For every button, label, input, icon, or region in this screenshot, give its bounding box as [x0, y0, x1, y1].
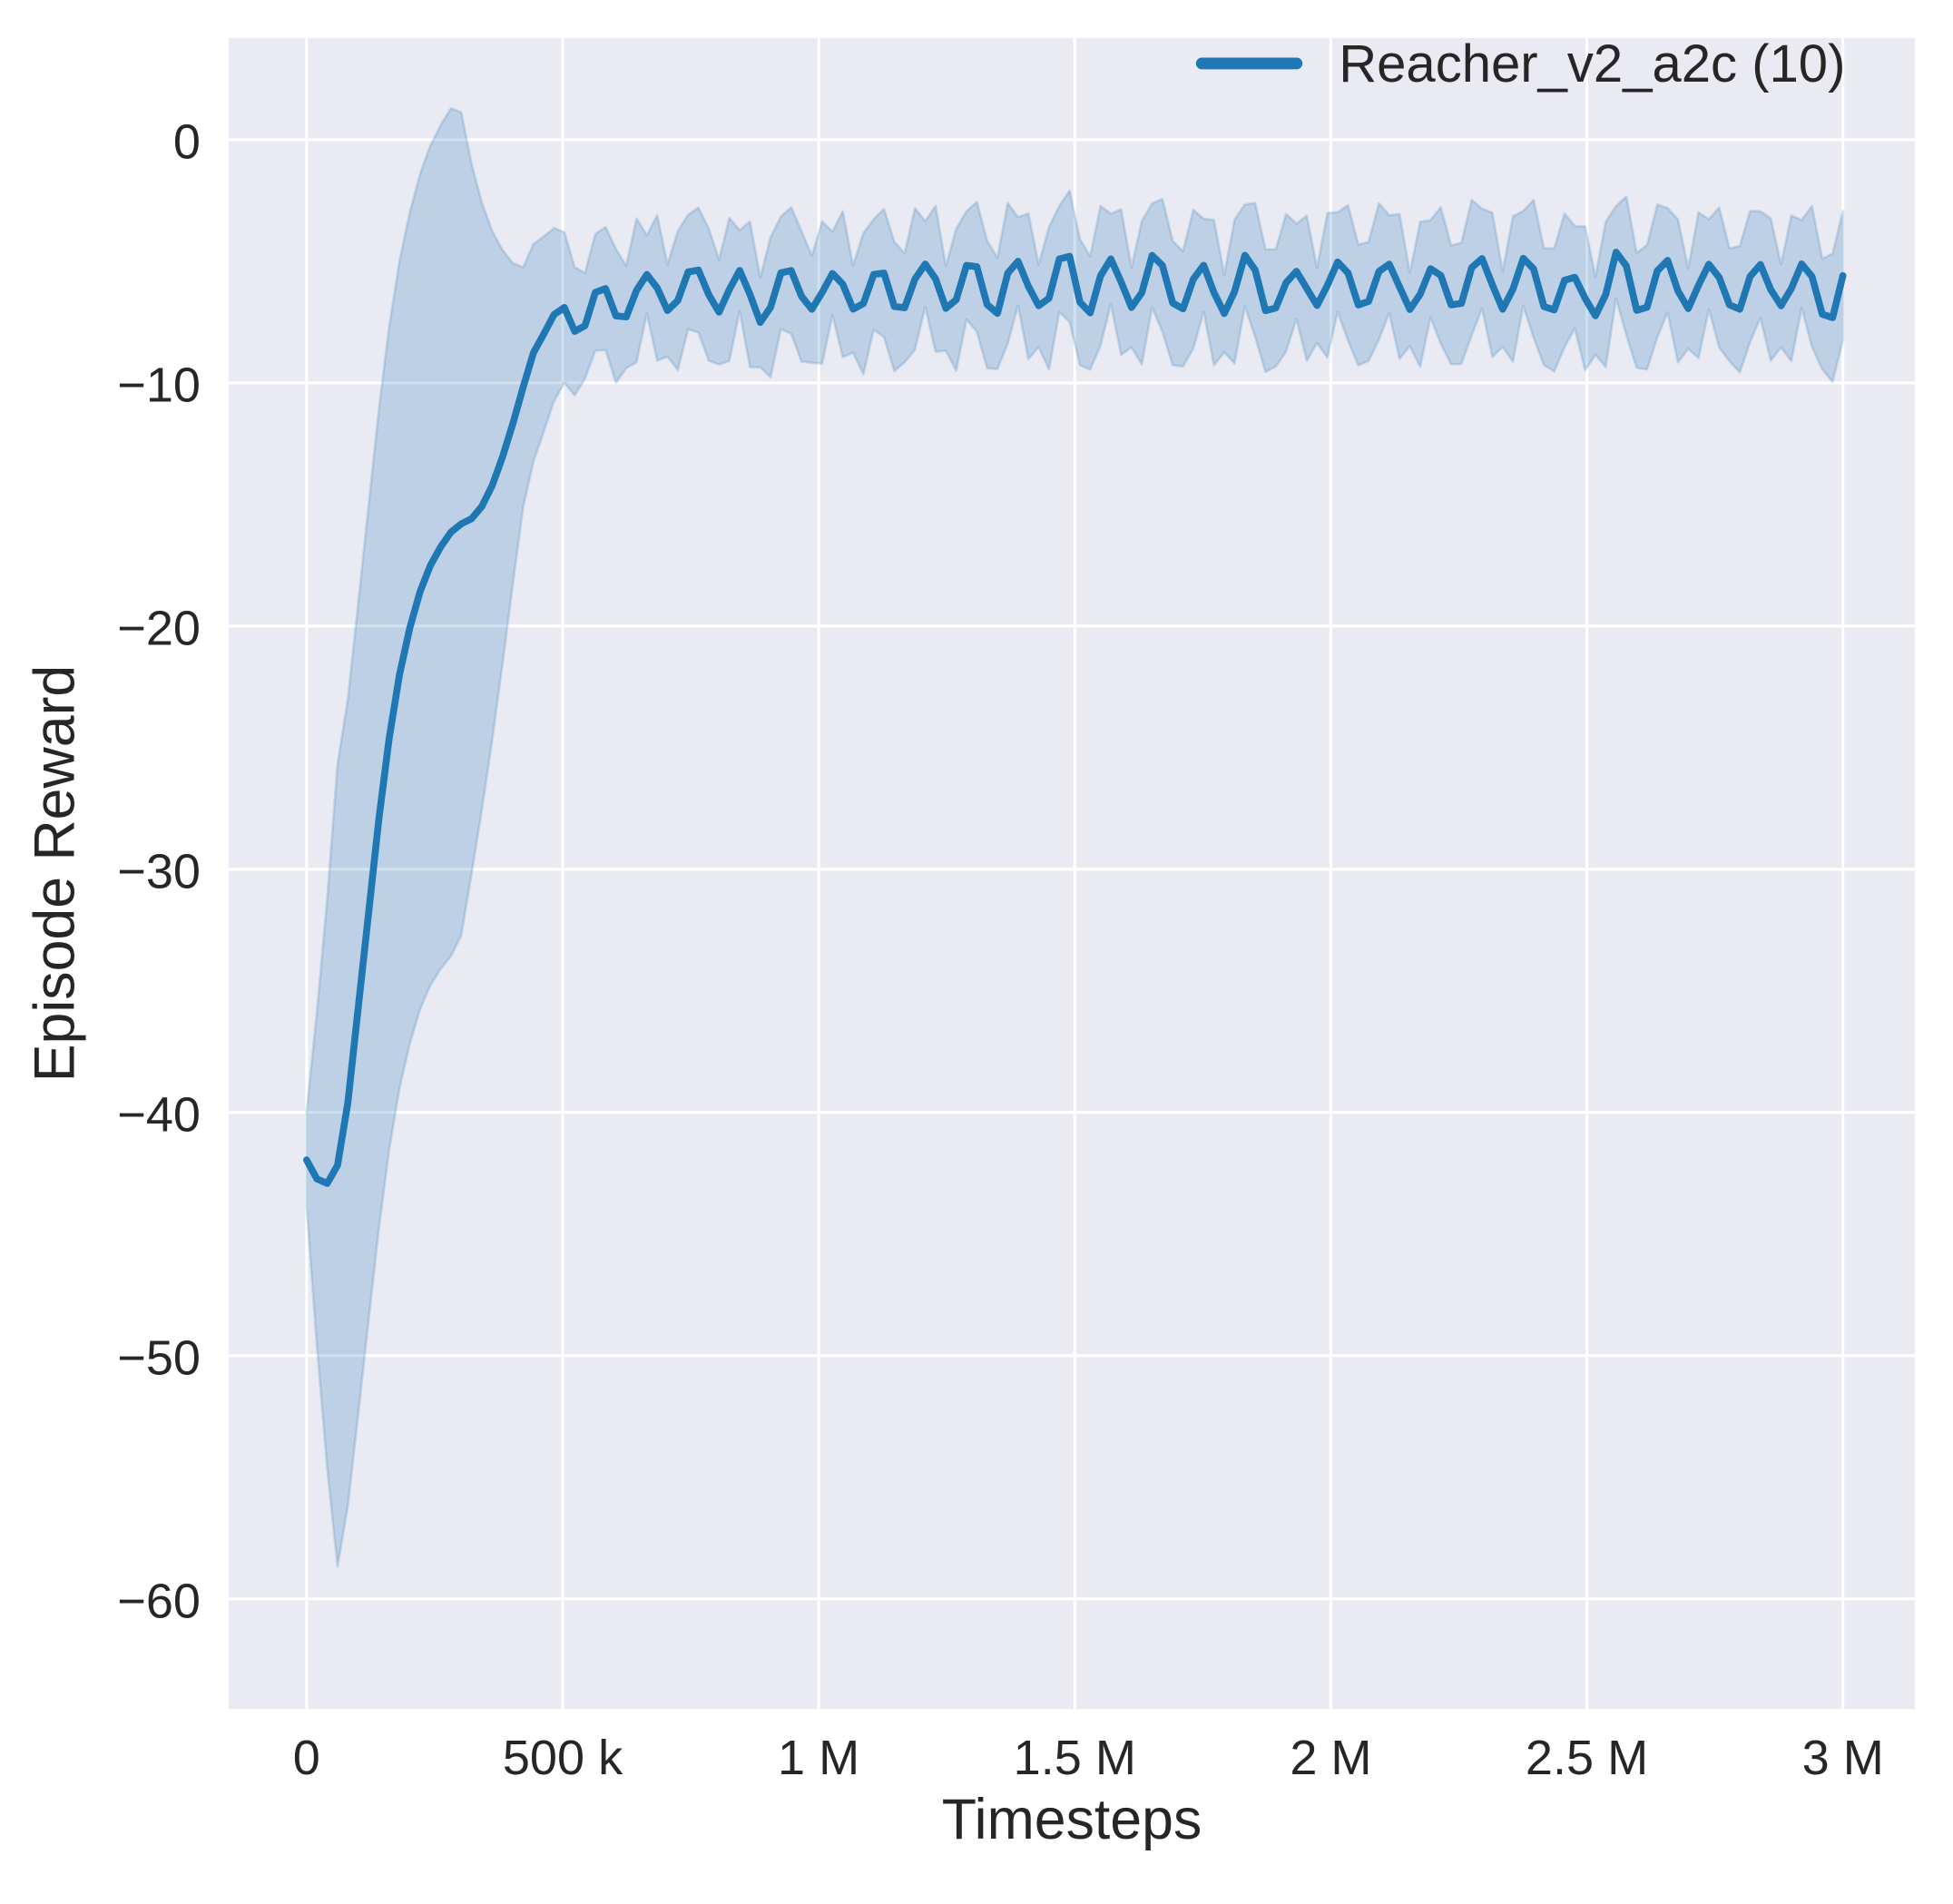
svg-text:0: 0: [293, 1731, 320, 1785]
svg-text:−40: −40: [117, 1087, 201, 1142]
svg-text:3 M: 3 M: [1802, 1731, 1884, 1785]
svg-text:Episode Reward: Episode Reward: [24, 665, 87, 1083]
svg-text:1 M: 1 M: [778, 1731, 859, 1785]
svg-text:−10: −10: [117, 358, 201, 412]
svg-text:−20: −20: [117, 601, 201, 655]
svg-text:−50: −50: [117, 1330, 201, 1385]
svg-text:−30: −30: [117, 844, 201, 898]
svg-text:Reacher_v2_a2c (10): Reacher_v2_a2c (10): [1339, 34, 1845, 93]
svg-text:2.5 M: 2.5 M: [1526, 1731, 1648, 1785]
svg-text:0: 0: [173, 114, 201, 169]
svg-text:500 k: 500 k: [503, 1731, 623, 1785]
svg-text:2 M: 2 M: [1290, 1731, 1371, 1785]
svg-text:Timesteps: Timesteps: [942, 1788, 1202, 1851]
svg-text:1.5 M: 1.5 M: [1014, 1731, 1136, 1785]
svg-text:−60: −60: [117, 1574, 201, 1628]
